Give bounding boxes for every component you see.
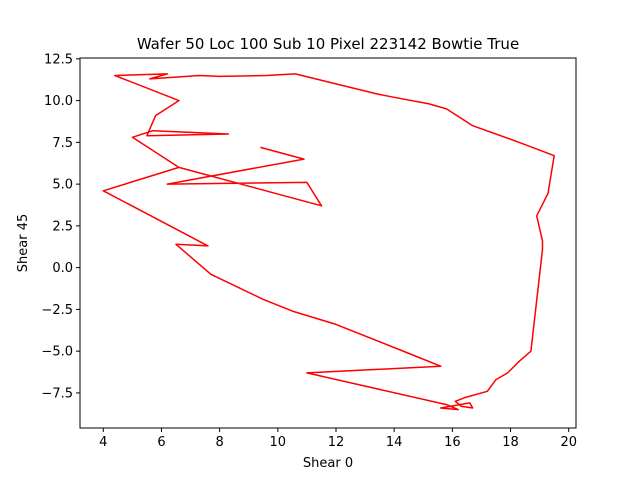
y-tick-label: 5.0 [52, 178, 73, 193]
y-axis: −7.5 −5.0 −2.5 0.0 2.5 5.0 7.5 10.0 12.5 [41, 52, 80, 401]
plot-area [80, 58, 576, 428]
y-tick-label: 0.0 [52, 261, 73, 276]
x-tick-label: 12 [328, 435, 345, 450]
y-tick-label: 12.5 [44, 52, 73, 67]
plot-frame [79, 57, 577, 429]
x-tick-label: 16 [444, 435, 461, 450]
x-tick-label: 18 [502, 435, 519, 450]
y-axis-label: Shear 45 [16, 214, 31, 272]
x-tick-label: 10 [270, 435, 287, 450]
y-tick-label: −7.5 [41, 386, 73, 401]
y-tick-label: 2.5 [52, 219, 73, 234]
x-tick-label: 4 [99, 435, 107, 450]
y-tick-label: 10.0 [44, 94, 73, 109]
x-tick-label: 20 [560, 435, 577, 450]
x-tick-label: 6 [157, 435, 165, 450]
x-tick-label: 8 [215, 435, 223, 450]
x-axis-label: Shear 0 [303, 456, 353, 471]
chart-title: Wafer 50 Loc 100 Sub 10 Pixel 223142 Bow… [137, 35, 519, 53]
series-layer [102, 73, 555, 411]
x-axis: 4 6 8 10 12 14 16 18 20 [99, 428, 577, 450]
y-tick-label: −2.5 [41, 303, 73, 318]
x-tick-label: 14 [386, 435, 403, 450]
y-tick-label: −5.0 [41, 345, 73, 360]
series-line-0 [102, 73, 555, 411]
y-tick-label: 7.5 [52, 136, 73, 151]
